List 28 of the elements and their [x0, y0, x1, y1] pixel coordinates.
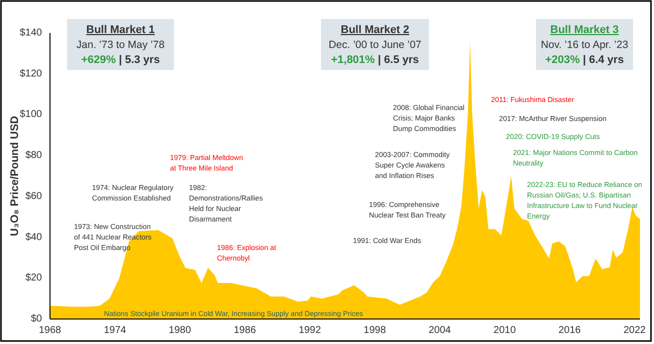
y-tick-label: $20 [25, 272, 42, 284]
y-tick-label: $120 [20, 68, 42, 80]
y-tick-label: $80 [25, 150, 42, 162]
y-tick-label: $60 [25, 190, 42, 202]
x-tick-label: 2004 [428, 325, 452, 336]
annotation: +629% | 5.3 yrs [81, 54, 160, 66]
x-tick-label: 2010 [494, 325, 516, 336]
annotation: +1,801% | 6.5 yrs [331, 54, 419, 66]
annotation: Nov. ’16 to Apr. ’23 [540, 39, 628, 51]
y-axis-title: U₃O₈ Price/Pound USD [9, 116, 21, 236]
x-tick-label: 1968 [38, 325, 62, 336]
x-tick-label: 1998 [364, 325, 386, 336]
annotation: Bull Market 3 [550, 24, 619, 36]
y-tick-label: $100 [20, 109, 42, 120]
x-tick-label: 1974 [104, 325, 127, 336]
y-tick-label: $140 [20, 28, 42, 38]
annotation: Jan. ’73 to May ’78 [76, 39, 165, 51]
x-tick-label: 2016 [558, 325, 582, 336]
x-tick-label: 1986 [234, 325, 256, 336]
y-tick-label: $40 [25, 232, 42, 243]
annotation: Dec. ’00 to June ’07 [328, 39, 422, 51]
annotation: Bull Market 2 [340, 24, 410, 36]
y-tick-label: $0 [30, 314, 42, 324]
annotation: +203% | 6.4 yrs [545, 54, 624, 66]
x-tick-label: 1992 [298, 325, 322, 336]
x-tick-label: 2022 [623, 325, 646, 336]
x-tick-label: 1980 [168, 325, 192, 336]
annotation: Bull Market 1 [86, 24, 155, 36]
